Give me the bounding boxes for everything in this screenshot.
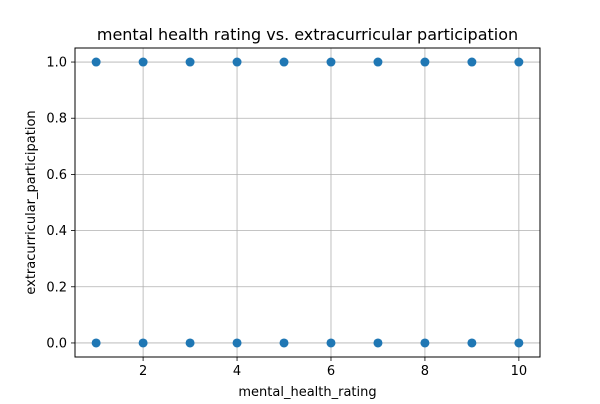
data-point [185, 57, 195, 67]
data-point [138, 57, 148, 67]
data-point [326, 338, 336, 348]
y-tick-label: 0.2 [46, 280, 67, 295]
data-point [185, 338, 195, 348]
data-point [467, 57, 477, 67]
x-tick-label: 6 [327, 364, 335, 379]
data-point [420, 338, 430, 348]
y-tick-label: 0.8 [46, 112, 67, 127]
data-point [91, 338, 101, 348]
plot-frame [74, 47, 541, 358]
data-points [91, 57, 524, 348]
data-point [373, 338, 383, 348]
data-point [279, 57, 289, 67]
x-tick-label: 2 [139, 364, 147, 379]
data-point [279, 338, 289, 348]
chart-title: mental health rating vs. extracurricular… [97, 25, 518, 44]
x-tick-label: 10 [511, 364, 528, 379]
y-tick-label: 0.0 [46, 336, 67, 351]
data-point [373, 57, 383, 67]
y-tick-label: 0.4 [46, 224, 67, 239]
x-axis-label: mental_health_rating [238, 385, 376, 400]
data-point [514, 57, 524, 67]
axis-ticks: 2 4 6 8 10 0.0 0.2 0.4 0.6 0.8 1.0 [46, 56, 527, 379]
y-tick-label: 1.0 [46, 56, 67, 71]
data-point [232, 338, 242, 348]
data-point [138, 338, 148, 348]
y-axis-label: extracurricular_participation [24, 110, 39, 294]
data-point [514, 338, 524, 348]
x-tick-label: 8 [421, 364, 429, 379]
data-point [326, 57, 336, 67]
data-point [467, 338, 477, 348]
grid-lines [75, 48, 540, 357]
y-tick-label: 0.6 [46, 168, 67, 183]
data-point [420, 57, 430, 67]
x-tick-label: 4 [233, 364, 241, 379]
data-point [91, 57, 101, 67]
data-point [232, 57, 242, 67]
